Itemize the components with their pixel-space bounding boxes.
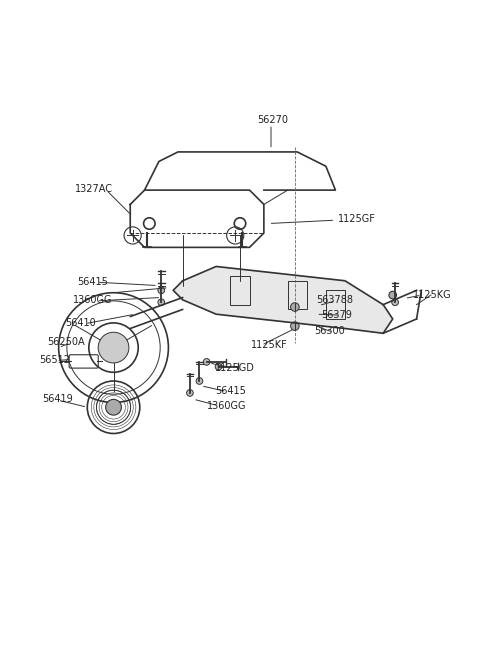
Text: 56379: 56379 [321,310,352,320]
Text: 56419: 56419 [42,394,72,404]
Text: 1125GD: 1125GD [215,363,255,373]
Circle shape [389,291,396,299]
Text: 56415: 56415 [77,277,108,286]
Text: 56270: 56270 [257,115,288,125]
Text: 56300: 56300 [314,327,345,336]
Text: 1360GG: 1360GG [206,401,246,411]
Circle shape [290,322,299,330]
Text: 1125KG: 1125KG [413,290,451,300]
Circle shape [203,359,210,365]
Circle shape [196,378,203,384]
Circle shape [158,287,165,294]
Text: 56250A: 56250A [47,337,84,347]
Circle shape [98,332,129,363]
Circle shape [158,299,165,306]
Text: 56512: 56512 [39,355,71,365]
Text: 1125GF: 1125GF [338,214,376,224]
Text: 56410: 56410 [65,318,96,328]
Polygon shape [173,267,393,333]
Circle shape [215,363,222,370]
Circle shape [392,299,398,306]
Text: 563788: 563788 [316,295,353,305]
Text: 1125KF: 1125KF [251,340,287,350]
Circle shape [106,399,121,415]
Text: 56415: 56415 [215,386,246,396]
Circle shape [187,390,193,396]
Text: 1327AC: 1327AC [75,184,113,194]
Circle shape [290,303,299,311]
Text: 1360GG: 1360GG [73,295,112,305]
